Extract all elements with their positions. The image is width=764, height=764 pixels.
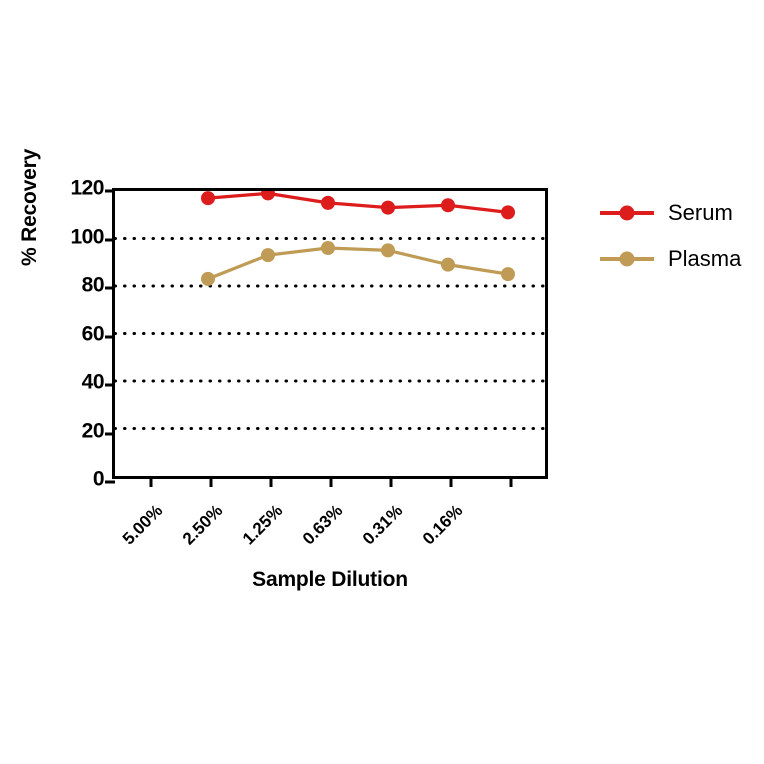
series-layer [201, 191, 515, 286]
series-serum [201, 191, 515, 220]
y-tick-label-20: 20 [81, 419, 105, 442]
data-point [201, 191, 215, 206]
y-tick-mark-0 [105, 480, 115, 484]
y-tick-label-100: 100 [70, 225, 104, 248]
chart-legend: Serum Plasma [600, 190, 764, 282]
legend-marker-plasma [600, 248, 654, 270]
data-point [321, 195, 335, 210]
y-tick-label-40: 40 [81, 370, 105, 394]
data-point [441, 257, 455, 272]
x-tick-mark-1 [209, 476, 213, 487]
y-tick-mark-100 [105, 238, 115, 241]
x-tick-mark-6 [509, 476, 513, 487]
data-point [261, 191, 275, 201]
y-tick-mark-80 [105, 286, 115, 290]
data-point [201, 271, 215, 286]
data-point [441, 198, 455, 213]
data-point [261, 248, 275, 263]
x-tick-mark-3 [329, 476, 333, 487]
y-tick-label-60: 60 [81, 322, 105, 345]
series-line [206, 191, 510, 214]
x-tick-mark-4 [389, 476, 393, 487]
data-point [501, 205, 515, 220]
x-axis-title: Sample Dilution [252, 568, 408, 591]
legend-marker-serum [600, 202, 654, 224]
plot-area [105, 188, 548, 487]
y-tick-label-80: 80 [81, 273, 105, 297]
chart-canvas [115, 191, 545, 430]
data-point [321, 241, 335, 255]
legend-item-plasma: Plasma [600, 236, 764, 282]
y-tick-mark-120 [105, 189, 115, 193]
y-axis-tick-labels: 0 20 40 60 80 100 120 [52, 0, 104, 764]
data-point [381, 200, 395, 215]
y-tick-mark-20 [105, 432, 115, 435]
y-tick-mark-60 [105, 335, 115, 338]
data-point [501, 267, 515, 282]
y-tick-label-120: 120 [70, 176, 104, 200]
series-plasma [201, 241, 515, 286]
legend-item-serum: Serum [600, 190, 764, 236]
x-tick-mark-2 [269, 476, 273, 487]
legend-label-plasma: Plasma [668, 246, 742, 271]
legend-label-serum: Serum [668, 200, 733, 225]
x-tick-mark-0 [149, 476, 153, 487]
y-tick-mark-40 [105, 383, 115, 387]
x-tick-mark-5 [449, 476, 453, 487]
data-point [381, 243, 395, 258]
y-tick-label-0: 0 [92, 467, 105, 491]
series-line [206, 246, 510, 281]
